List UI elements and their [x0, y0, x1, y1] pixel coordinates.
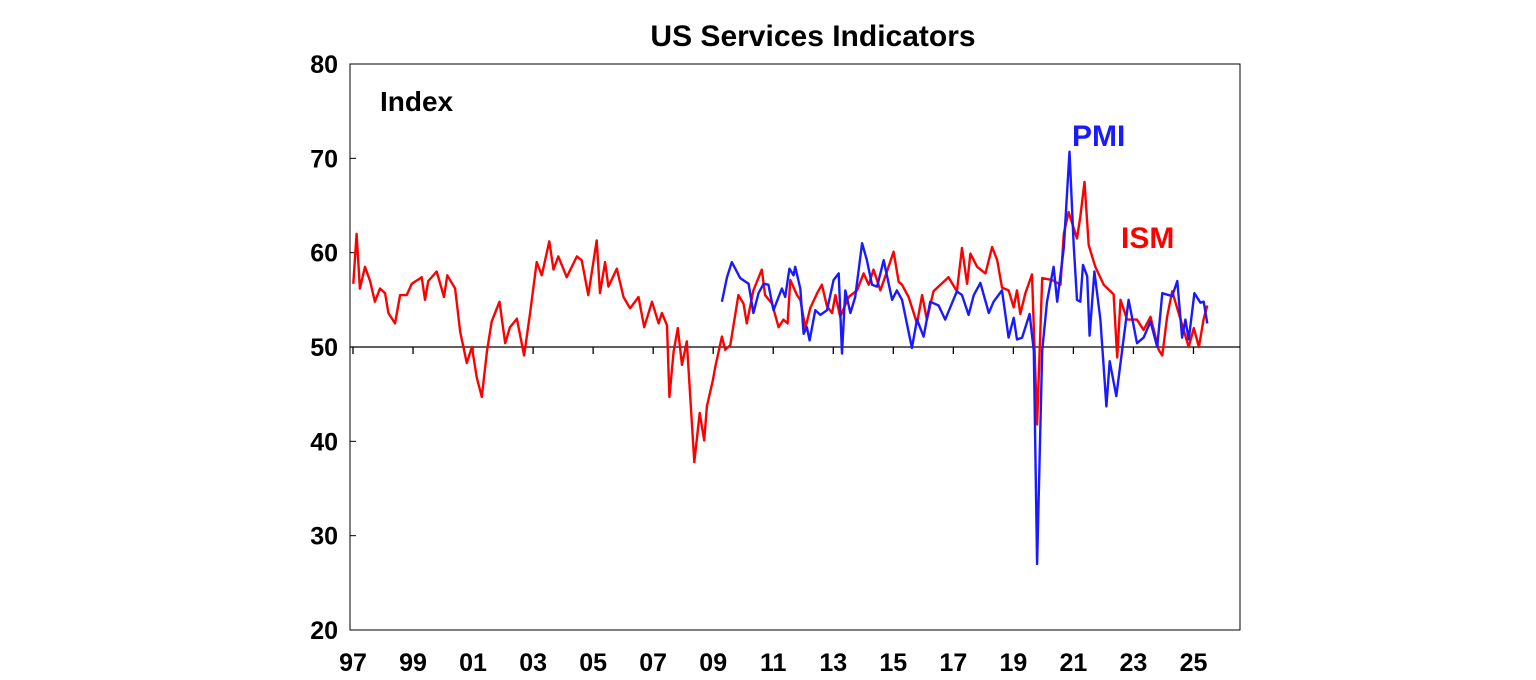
- x-tick-label: 13: [819, 649, 847, 677]
- y-tick-label: 80: [310, 51, 338, 79]
- x-tick-label: 19: [999, 649, 1027, 677]
- y-tick-label: 70: [310, 145, 338, 173]
- x-tick-label: 03: [519, 649, 547, 677]
- x-tick-label: 97: [339, 649, 367, 677]
- y-tick-label: 20: [310, 617, 338, 645]
- x-tick-label: 17: [939, 649, 967, 677]
- y-tick-label: 60: [310, 240, 338, 268]
- legend-label-pmi: PMI: [1072, 120, 1125, 153]
- x-tick-label: 11: [760, 649, 787, 677]
- x-tick-label: 07: [639, 649, 667, 677]
- x-tick-label: 99: [399, 649, 427, 677]
- y-axis-label: Index: [380, 86, 454, 117]
- x-tick-label: 01: [459, 649, 487, 677]
- series-line-pmi: [720, 150, 1209, 566]
- y-tick-label: 30: [310, 523, 338, 551]
- y-axis: 20 30 40 50 60 70 80: [310, 51, 356, 645]
- x-tick-label: 15: [879, 649, 907, 677]
- legend-label-ism: ISM: [1121, 222, 1174, 255]
- series-line-ism: [352, 180, 1209, 464]
- x-tick-label: 09: [699, 649, 727, 677]
- x-axis: 97 99 01 03 05 07 09 11 13 15 17 19 21 23 25: [339, 346, 1240, 677]
- x-tick-label: 21: [1060, 649, 1088, 677]
- chart-title: US Services Indicators: [650, 20, 975, 53]
- y-tick-label: 40: [310, 428, 338, 456]
- series-group: [352, 150, 1209, 566]
- y-tick-label: 50: [310, 334, 338, 362]
- x-tick-label: 05: [579, 649, 607, 677]
- x-tick-label: 23: [1120, 649, 1148, 677]
- x-tick-label: 25: [1180, 649, 1208, 677]
